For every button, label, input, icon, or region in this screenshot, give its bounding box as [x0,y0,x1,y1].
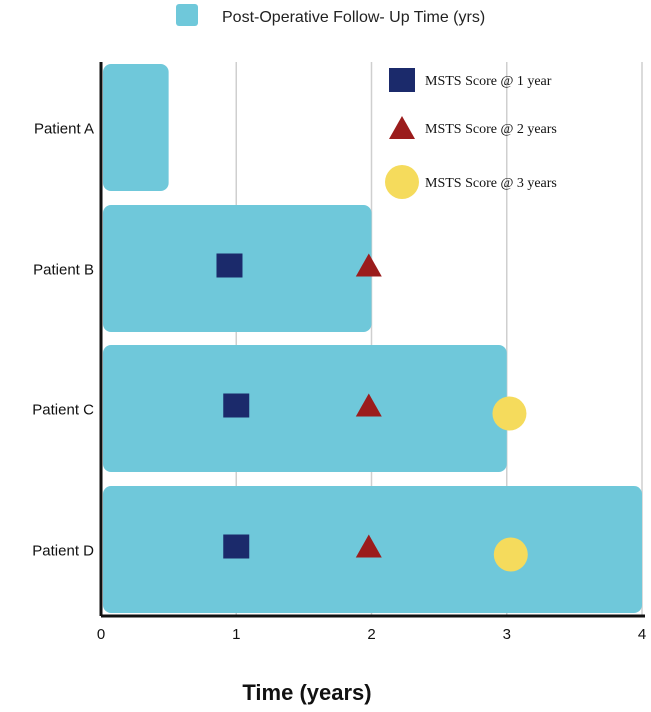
marker-circle-patient-d [493,537,528,572]
bar-patient-a [103,64,169,191]
marker-square-patient-d [223,534,250,559]
legend-marker-circle [385,165,419,199]
legend-label-triangle: MSTS Score @ 2 years [425,122,557,137]
marker-triangle-patient-d [355,534,382,558]
legend-label-follow-up: Post-Operative Follow- Up Time (yrs) [222,9,485,26]
marker-triangle-patient-b [355,253,382,277]
marker-circle-patient-c [492,396,527,431]
bar-patient-c [103,345,507,472]
axes [99,62,645,618]
legend-marker-triangle [389,116,415,139]
legend-label-circle: MSTS Score @ 3 years [425,176,557,191]
y-tick-label: Patient D [32,543,94,560]
x-tick-label: 2 [367,626,375,643]
marker-triangle-patient-c [355,393,382,417]
series-legend: Post-Operative Follow- Up Time (yrs) [176,4,485,26]
y-tick-label: Patient C [32,402,94,419]
legend-swatch-follow-up [176,4,198,26]
x-tick-label: 3 [503,626,511,643]
marker-square-patient-c [223,393,250,418]
y-tick-label: Patient B [33,262,94,279]
bars [103,64,642,613]
legend-label-square: MSTS Score @ 1 year [425,74,552,89]
x-tick-label: 0 [97,626,105,643]
y-tick-labels: Patient A Patient B Patient C Patient D [32,121,94,560]
legend-marker-square [389,68,415,92]
x-tick-label: 4 [638,626,646,643]
y-tick-label: Patient A [34,121,94,138]
marker-square-patient-b [216,253,243,278]
marker-legend: MSTS Score @ 1 year MSTS Score @ 2 years M… [385,68,557,199]
x-axis-label: Time (years) [242,680,371,705]
markers [216,253,528,572]
x-tick-labels: 0 1 2 3 4 [97,626,646,643]
x-tick-label: 1 [232,626,240,643]
